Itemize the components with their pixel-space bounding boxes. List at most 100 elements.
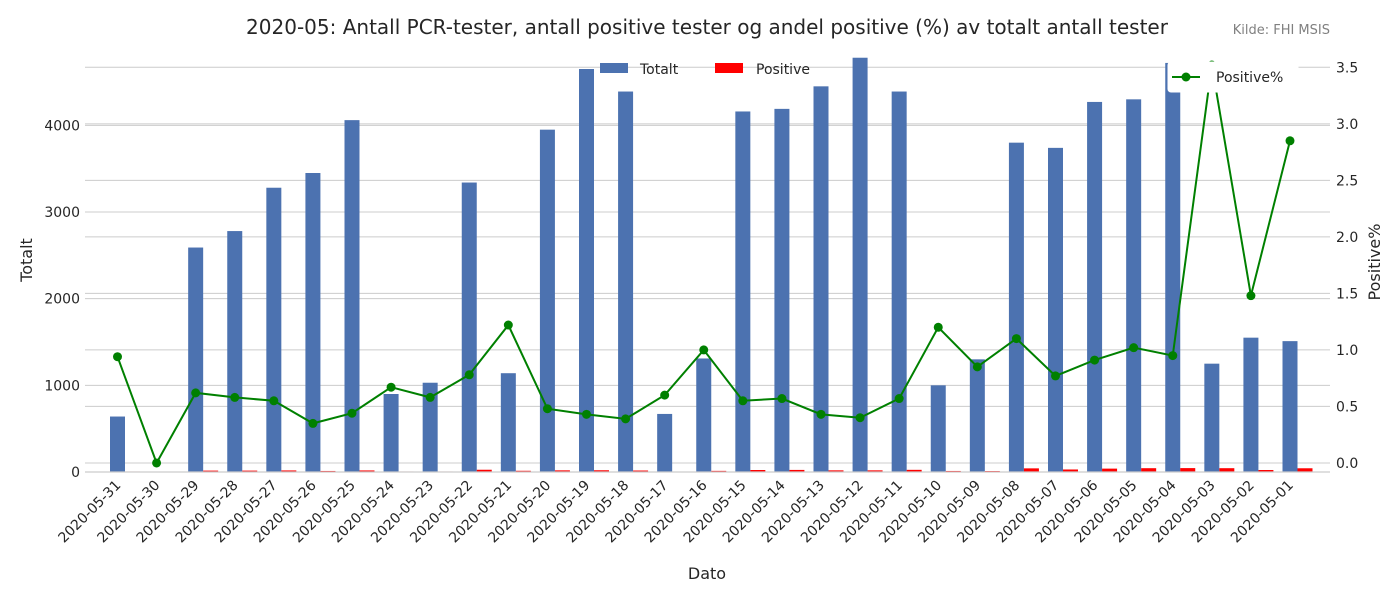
bar-totalt (383, 394, 399, 472)
chart-source: Kilde: FHI MSIS (1233, 23, 1330, 38)
y-tick-label-right: 0.0 (1336, 456, 1358, 472)
bar-totalt (266, 187, 282, 472)
bar-totalt (1282, 341, 1298, 472)
bar-totalt (1087, 101, 1103, 472)
bar-totalt (344, 120, 360, 472)
point-positive-pct (542, 404, 552, 414)
bar-positive (594, 470, 609, 472)
bar-positive (633, 470, 649, 472)
bar-positive (750, 470, 766, 472)
point-positive-pct (699, 345, 709, 355)
point-positive-pct (230, 392, 240, 402)
bar-positive (1023, 468, 1039, 472)
y-tick-label-left: 4000 (44, 118, 80, 134)
bar-positive (1219, 468, 1235, 472)
bars (110, 57, 1313, 473)
bar-totalt (891, 91, 907, 473)
y-axis-label-left: Totalt (17, 238, 36, 283)
point-positive-pct (660, 390, 670, 400)
bar-totalt (774, 108, 790, 472)
bar-totalt (110, 416, 125, 472)
y-tick-label-left: 0 (71, 465, 80, 481)
point-positive-pct (386, 382, 396, 392)
y-tick-label-right: 1.5 (1336, 286, 1358, 302)
bar-totalt (539, 129, 555, 472)
bar-totalt (1008, 142, 1024, 472)
point-positive-pct (269, 396, 279, 406)
y-ticks-left: 0 1000 2000 3000 4000 (44, 118, 80, 481)
bar-totalt (579, 69, 594, 472)
point-positive-pct (855, 413, 865, 423)
y-tick-label-left: 3000 (44, 205, 80, 221)
point-positive-pct (503, 320, 513, 330)
bar-totalt (852, 57, 868, 472)
bar-positive (476, 469, 492, 472)
y-tick-label-left: 1000 (44, 378, 80, 394)
bar-positive (359, 470, 375, 472)
bar-totalt (1126, 99, 1142, 472)
bar-totalt (422, 382, 438, 472)
bar-positive (1258, 470, 1274, 472)
chart-title: 2020-05: Antall PCR-tester, antall posit… (246, 15, 1169, 39)
point-positive-pct (816, 409, 826, 419)
bar-positive (867, 470, 883, 472)
legend-label-positive-pct: Positive% (1216, 70, 1283, 86)
point-positive-pct (308, 418, 318, 428)
point-positive-pct (1011, 334, 1021, 344)
point-positive-pct (972, 362, 982, 372)
legend-swatch-positive (715, 63, 743, 73)
point-positive-pct (347, 408, 357, 418)
point-positive-pct (1129, 343, 1139, 353)
y-tick-label-right: 2.5 (1336, 173, 1358, 189)
bar-totalt (1048, 147, 1063, 472)
y-tick-label-right: 2.0 (1336, 230, 1358, 246)
point-positive-pct (464, 370, 474, 380)
bar-positive (789, 469, 805, 472)
point-positive-pct (1246, 291, 1256, 301)
bar-totalt (305, 173, 321, 472)
point-positive-pct (191, 388, 201, 398)
bar-totalt (696, 358, 712, 472)
bar-totalt (500, 373, 516, 472)
bar-positive (1180, 468, 1196, 472)
y-tick-label-right: 0.5 (1336, 399, 1358, 415)
point-positive-pct (1051, 371, 1060, 381)
point-positive-pct (152, 458, 162, 468)
bar-totalt (813, 86, 829, 472)
bar-totalt (461, 182, 477, 473)
bar-positive (515, 470, 531, 472)
bar-totalt (969, 359, 985, 472)
bar-totalt (930, 385, 946, 472)
bar-totalt (618, 91, 634, 473)
point-positive-pct (113, 352, 122, 362)
legend-label-totalt: Totalt (639, 62, 679, 78)
bar-positive (281, 470, 297, 472)
point-positive-pct (777, 394, 787, 404)
point-positive-pct (1168, 351, 1178, 361)
point-positive-pct (894, 394, 904, 404)
bar-positive (242, 470, 258, 472)
bar-totalt (1243, 337, 1259, 472)
bar-positive (554, 470, 570, 472)
legend-line: Positive% (1167, 61, 1299, 93)
x-ticks: 2020-05-312020-05-302020-05-292020-05-28… (55, 477, 1296, 546)
legend-label-positive: Positive (756, 62, 810, 78)
x-axis-label: Dato (688, 564, 726, 583)
point-positive-pct (582, 409, 591, 419)
point-positive-pct (425, 392, 435, 402)
bar-positive (906, 469, 922, 472)
bar-positive (828, 470, 844, 472)
y-tick-label-right: 3.0 (1336, 117, 1358, 133)
bar-positive (1297, 468, 1313, 472)
positive-line (113, 60, 1295, 468)
point-positive-pct (1090, 355, 1100, 365)
bar-totalt (1165, 62, 1181, 472)
y-tick-label-right: 3.5 (1336, 60, 1358, 76)
bar-totalt (227, 231, 243, 472)
legend-bars: Totalt Positive (600, 62, 810, 78)
bar-totalt (735, 111, 751, 472)
point-positive-pct (1285, 136, 1295, 146)
bar-positive (1141, 468, 1157, 472)
y-tick-label-left: 2000 (44, 292, 80, 308)
